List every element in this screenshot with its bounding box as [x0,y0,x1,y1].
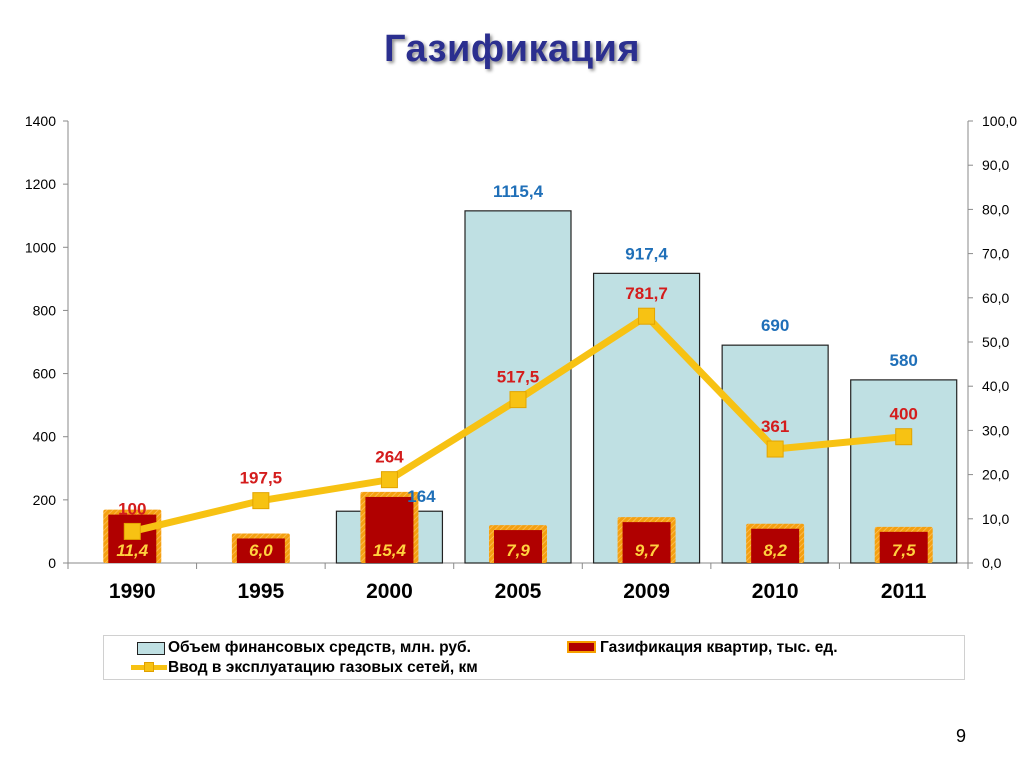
legend-label-networks: Ввод в эксплуатацию газовых сетей, км [168,659,478,676]
network-value-label: 781,7 [625,284,668,303]
legend-label-apartments: Газификация квартир, тыс. ед. [600,639,838,656]
y-right-tick-label: 90,0 [982,157,1009,173]
apartment-bars [103,491,933,563]
network-value-label: 400 [890,405,918,424]
funds-bar [464,210,572,564]
y-left-tick-label: 200 [33,492,57,508]
y-left-tick-label: 0 [48,555,56,571]
y-left-tick-label: 1000 [25,239,56,255]
funds-bars [335,210,958,564]
apartment-value-label: 11,4 [116,541,148,560]
data-labels: 164 1115,4 917,4 690 580 100 197,5 264 517,5 781,… [116,182,918,560]
network-line [123,307,913,540]
apartment-value-label: 8,2 [763,541,787,560]
network-marker [252,492,270,510]
funds-value-label: 917,4 [625,244,668,263]
y-left-tick-label: 400 [33,429,57,445]
x-tick-label: 2009 [623,580,670,603]
network-value-label: 517,5 [497,368,540,387]
apartment-value-label: 7,9 [506,541,530,560]
y-right-tick-label: 30,0 [982,422,1009,438]
network-value-label: 361 [761,417,789,436]
apartment-bar [236,538,285,563]
legend-label-funds: Объем финансовых средств, млн. руб. [168,639,471,656]
funds-value-label: 690 [761,316,789,335]
apartment-bar [365,496,414,563]
funds-value-label: 580 [890,351,918,370]
x-tick-label: 1990 [109,580,156,603]
x-tick-label: 2005 [495,580,542,603]
y-right-tick-label: 10,0 [982,511,1009,527]
network-marker [638,307,656,325]
y-right-tick-label: 40,0 [982,378,1009,394]
apartment-value-label: 9,7 [635,541,660,560]
funds-value-label: 164 [407,487,436,506]
slide-number: 9 [955,726,966,746]
x-tick-label: 2011 [881,580,927,603]
network-value-label: 197,5 [240,469,283,488]
apartment-value-label: 6,0 [249,541,273,560]
x-tick-label: 1995 [237,580,284,603]
y-right-tick-label: 100,0 [982,113,1017,129]
y-left-tick-label: 1400 [25,113,56,129]
apartment-bar [751,528,800,563]
y-right-tick-label: 50,0 [982,334,1009,350]
funds-value-label: 1115,4 [493,182,544,201]
page-title: Газификация [383,28,641,70]
apartment-bar [622,522,671,563]
network-marker [895,428,913,446]
network-marker [509,391,527,409]
y-left-tick-label: 1200 [25,176,56,192]
y-right-tick-label: 80,0 [982,201,1009,217]
y-left-tick-label: 800 [33,302,57,318]
y-right-tick-label: 70,0 [982,246,1009,262]
y-left-tick-label: 600 [33,366,57,382]
axes: 0 200 400 600 800 1000 1200 1400 0,0 10,0 20,0 30,0… [25,113,1017,603]
legend-swatch-apartments [567,641,596,653]
network-marker [766,440,784,458]
y-right-tick-label: 60,0 [982,290,1009,306]
chart: 0 200 400 600 800 1000 1200 1400 0,0 10,0 20,0 30,0… [25,113,1017,603]
network-value-label: 264 [375,448,404,467]
apartment-bar [494,530,542,563]
x-tick-label: 2000 [366,580,413,603]
y-right-tick-label: 0,0 [982,555,1002,571]
y-right-tick-label: 20,0 [982,467,1009,483]
legend-swatch-funds [137,642,165,655]
apartment-value-label: 7,5 [892,541,916,560]
network-marker [123,522,141,540]
apartment-bar [879,531,928,563]
network-value-label: 100 [118,499,146,518]
legend-marker-networks [144,662,154,672]
x-tick-label: 2010 [752,580,799,603]
legend: Объем финансовых средств, млн. руб. Гази… [103,635,965,680]
apartment-value-label: 15,4 [373,541,407,560]
network-marker [380,471,398,489]
